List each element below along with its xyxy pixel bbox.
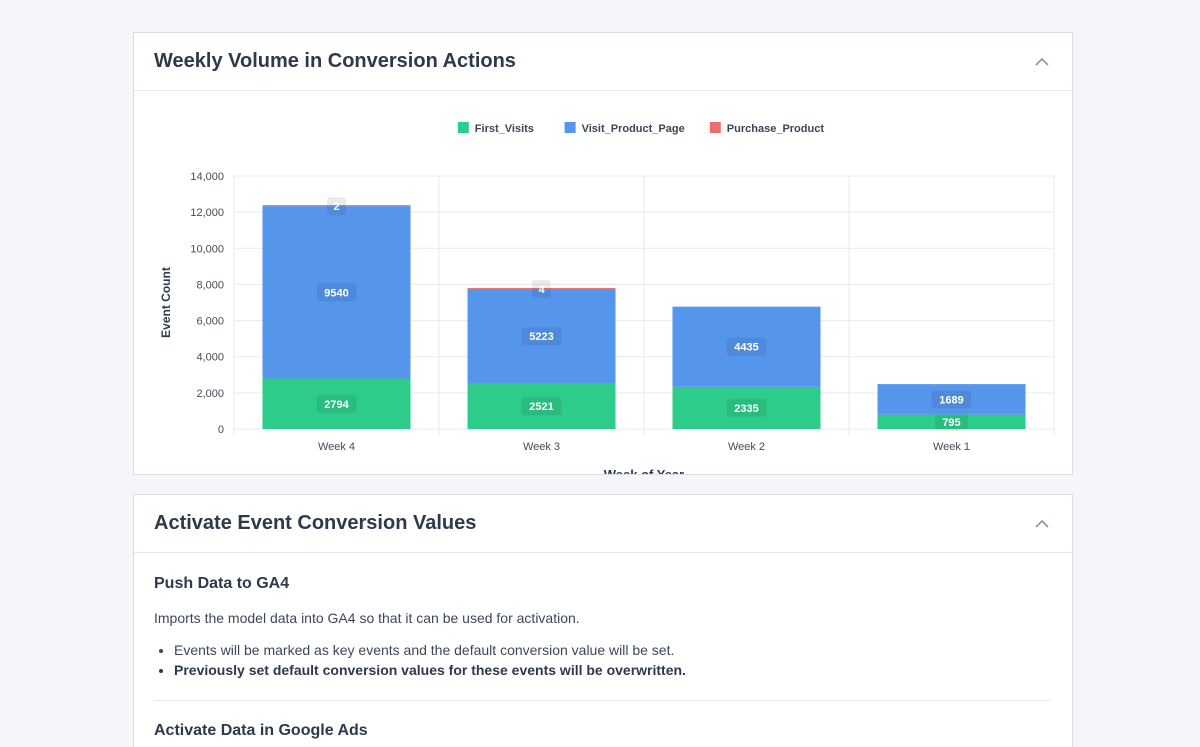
bullet-list: Events will be marked as key events and … [154,640,1052,680]
chevron-up-icon[interactable] [1032,514,1052,534]
data-label: 9540 [324,287,348,299]
data-label-bg [521,397,562,416]
x-tick-label: Week 4 [318,441,355,453]
bar-segment [877,384,1026,415]
stacked-bar-chart: 0 2,000 4,000 6,000 8,000 10,000 12,000 14,000 2… [159,122,1055,482]
data-label-bg [931,390,972,409]
data-label: 795 [942,417,960,429]
y-tick-label: 6,000 [196,316,224,328]
legend-label: Purchase_Product [727,123,825,135]
activate-conversion-card: Activate Event Conversion Values Push Da… [133,494,1073,747]
data-label-bg [327,197,346,216]
legend-swatch [709,122,721,133]
data-label-bg [532,280,551,299]
bar-segment [467,289,616,384]
y-tick-label: 4,000 [196,352,224,364]
bar-segment [467,383,616,429]
bar-segment [467,288,616,290]
legend-label: First_Visits [475,123,534,135]
y-tick-label: 0 [218,424,224,436]
legend-label: Visit_Product_Page [582,123,685,135]
card-title: Activate Event Conversion Values [154,512,477,534]
legend-swatch [564,122,576,133]
data-label: 2335 [734,403,758,415]
list-item: Events will be marked as key events and … [174,640,1052,660]
divider [154,700,1052,701]
data-label: 5223 [529,331,553,343]
data-label-bg [726,398,767,417]
y-axis-label: Event Count [159,267,173,338]
data-label-bg [316,283,357,302]
data-label: 4 [538,284,545,296]
data-label-bg [316,394,357,413]
legend-swatch [457,122,469,133]
section-title: Activate Data in Google Ads [154,722,368,739]
chevron-up-icon[interactable] [1032,52,1052,72]
data-label: 2 [333,201,339,213]
data-label-bg [726,337,767,356]
x-tick-label: Week 3 [523,441,560,453]
y-tick-label: 10,000 [190,243,224,255]
y-tick-label: 14,000 [190,171,224,183]
section-description: Imports the model data into GA4 so that … [154,610,580,626]
card-header[interactable]: Activate Event Conversion Values [134,495,1072,553]
data-label-bg [935,412,968,431]
card-header[interactable]: Weekly Volume in Conversion Actions [134,33,1072,91]
bar-segment [672,306,821,387]
conversion-volume-card: Weekly Volume in Conversion Actions 0 2,0… [133,32,1073,482]
data-label: 2794 [324,399,349,411]
list-item: Previously set default conversion values… [174,660,1052,680]
data-label: 4435 [734,342,758,354]
bar-segment [672,386,821,429]
data-label: 1689 [939,394,963,406]
y-tick-label: 2,000 [196,388,224,400]
bar-segment [877,414,1026,429]
bar-segment [262,206,411,379]
bar-segment [262,205,411,207]
x-tick-label: Week 2 [728,441,765,453]
x-axis-label: Week of Year [604,467,684,474]
chart-area: 0 2,000 4,000 6,000 8,000 10,000 12,000 14,000 2… [134,92,1072,482]
section-title: Push Data to GA4 [154,575,290,592]
x-tick-label: Week 1 [933,441,970,453]
data-label: 2521 [529,401,553,413]
card-title: Weekly Volume in Conversion Actions [154,50,516,72]
y-tick-label: 8,000 [196,279,224,291]
bar-segment [262,378,411,429]
data-label-bg [521,327,562,346]
y-tick-label: 12,000 [190,207,224,219]
